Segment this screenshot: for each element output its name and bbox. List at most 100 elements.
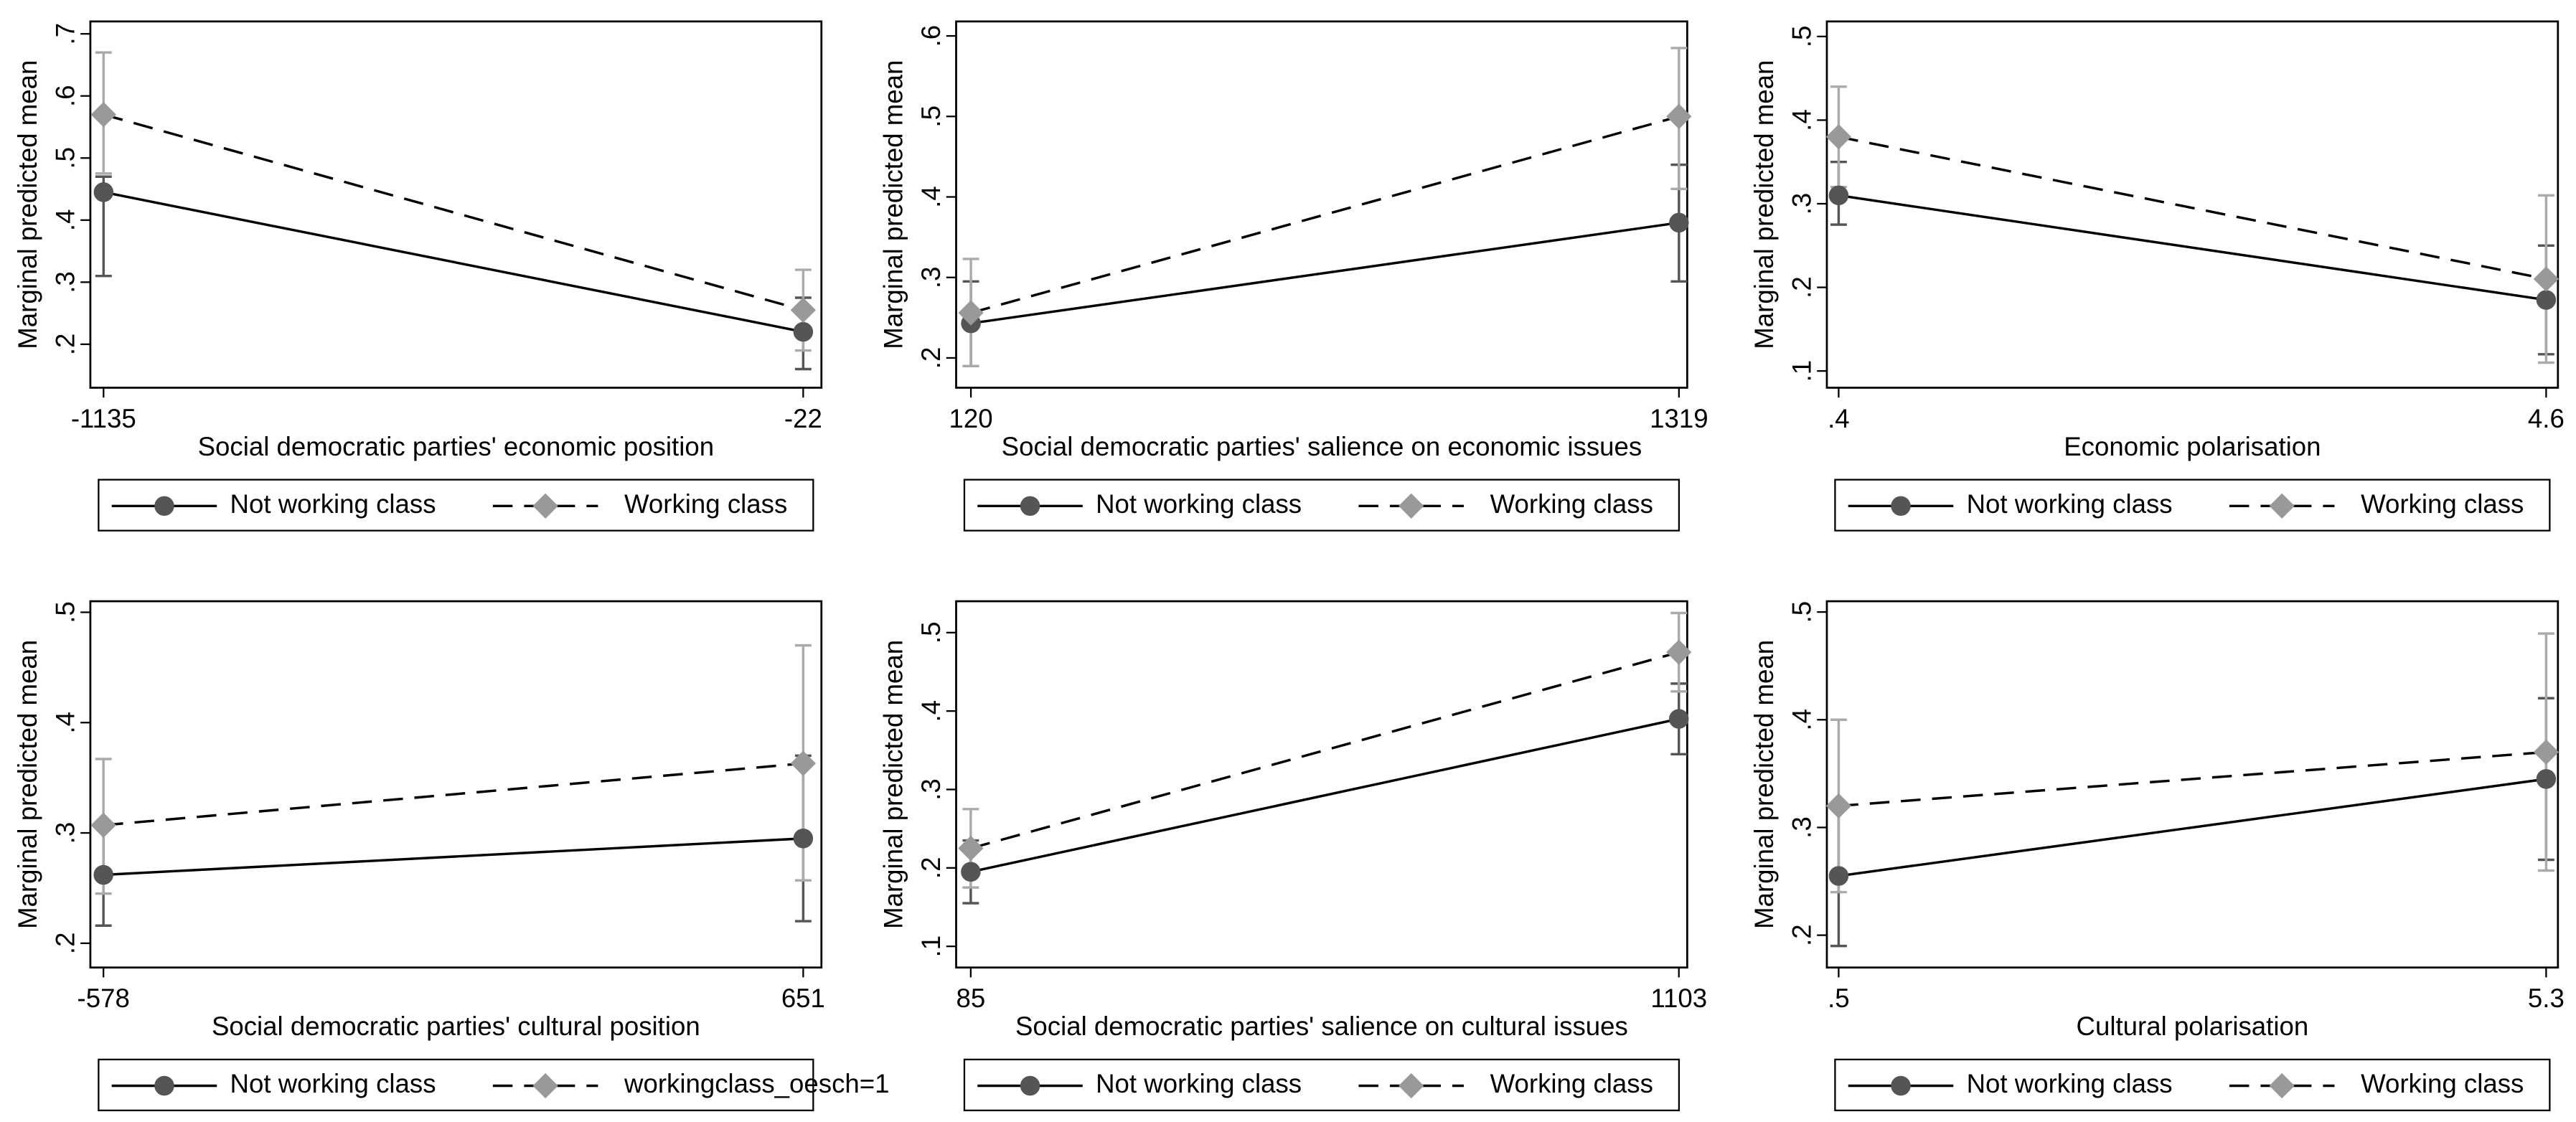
- y-tick-label: .6: [51, 85, 80, 107]
- legend-label: Not working class: [1096, 489, 1302, 519]
- y-tick-label: .3: [51, 822, 80, 844]
- legend-label: Not working class: [1096, 1069, 1302, 1098]
- x-tick-label: -578: [77, 984, 130, 1013]
- marker: [790, 750, 817, 776]
- marker: [793, 321, 814, 342]
- y-tick-label: .3: [1787, 816, 1817, 839]
- marker: [1666, 639, 1692, 665]
- x-axis-title: Social democratic parties' salience on c…: [1015, 1012, 1628, 1041]
- x-tick-label: 120: [949, 404, 993, 433]
- marker: [2269, 1072, 2295, 1099]
- legend-label: Working class: [1490, 489, 1653, 519]
- marker: [1399, 1072, 1424, 1099]
- x-axis-title: Cultural polarisation: [2077, 1012, 2309, 1041]
- plot-frame: [955, 600, 1688, 969]
- y-tick-label: .5: [916, 105, 946, 128]
- marker: [2536, 769, 2557, 789]
- marker: [532, 1072, 558, 1099]
- marker: [1891, 1075, 1911, 1096]
- legend-label: Not working class: [230, 1069, 436, 1098]
- series-line: [970, 717, 1680, 873]
- series-line: [1838, 778, 2547, 877]
- marker: [1828, 866, 1849, 886]
- series-line: [970, 651, 1680, 850]
- marker: [961, 862, 981, 882]
- series-line: [1838, 194, 2547, 301]
- y-tick-label: .1: [1787, 360, 1817, 382]
- series-line: [103, 837, 804, 877]
- marker: [2536, 290, 2557, 310]
- legend-label: Not working class: [1967, 1069, 2173, 1098]
- plot-frame: [955, 20, 1688, 389]
- marker: [1828, 185, 1849, 206]
- x-tick-label: 651: [781, 984, 825, 1013]
- marker: [1891, 496, 1911, 517]
- marker: [1668, 709, 1689, 729]
- y-tick-label: .2: [916, 347, 946, 369]
- legend-label: workingclass_oesch=1: [624, 1069, 890, 1098]
- legend-box: [1834, 1058, 2551, 1111]
- marker: [1666, 103, 1692, 129]
- x-tick-label: -1135: [71, 404, 136, 433]
- y-tick-label: .7: [51, 23, 80, 45]
- y-tick-label: .1: [916, 935, 946, 958]
- marker: [790, 297, 817, 323]
- y-tick-label: .4: [1787, 109, 1817, 131]
- marker: [958, 300, 984, 326]
- y-tick-label: .5: [1787, 26, 1817, 48]
- marker: [1020, 1075, 1040, 1096]
- y-tick-label: .4: [1787, 709, 1817, 731]
- y-tick-label: .4: [916, 700, 946, 722]
- y-tick-label: .5: [916, 622, 946, 644]
- x-tick-label: .5: [1828, 984, 1850, 1013]
- legend-label: Working class: [2361, 489, 2524, 519]
- marker: [93, 182, 114, 202]
- series-line: [1838, 136, 2547, 280]
- y-tick-label: .5: [51, 147, 80, 169]
- plot-frame: [89, 600, 823, 969]
- y-tick-label: .3: [1787, 193, 1817, 215]
- x-axis-title: Economic polarisation: [2064, 432, 2321, 461]
- legend-label: Not working class: [1967, 489, 2173, 519]
- legend-label: Working class: [1490, 1069, 1653, 1098]
- legend-label: Working class: [2361, 1069, 2524, 1098]
- legend-box: [98, 478, 814, 532]
- marker: [1399, 493, 1424, 519]
- legend-box: [963, 478, 1680, 532]
- series-line: [1838, 750, 2547, 808]
- y-axis-title: Marginal predicted mean: [1749, 60, 1779, 349]
- y-tick-label: .2: [916, 857, 946, 880]
- x-axis-title: Social democratic parties' economic posi…: [198, 432, 714, 461]
- x-axis-title: Social democratic parties' cultural posi…: [212, 1012, 700, 1041]
- marker: [90, 812, 116, 838]
- series-line: [103, 191, 804, 334]
- y-axis-title: Marginal predicted mean: [13, 60, 42, 349]
- y-tick-label: .2: [51, 334, 80, 356]
- y-axis-title: Marginal predicted mean: [1749, 640, 1779, 929]
- marker: [154, 496, 174, 517]
- y-tick-label: .5: [51, 601, 80, 623]
- y-tick-label: .6: [916, 25, 946, 47]
- marker: [2533, 266, 2559, 292]
- legend-box: [1834, 478, 2551, 532]
- plot-frame: [1825, 600, 2559, 969]
- marker: [1825, 793, 1852, 819]
- marker: [2533, 739, 2559, 765]
- y-tick-label: .4: [51, 712, 80, 734]
- marker: [532, 493, 558, 519]
- legend-label: Working class: [624, 489, 787, 519]
- marker: [1669, 212, 1689, 233]
- marker: [1020, 496, 1040, 517]
- plot-frame: [89, 20, 823, 389]
- series-line: [103, 762, 804, 826]
- y-tick-label: .4: [916, 186, 946, 208]
- x-tick-label: 85: [956, 984, 985, 1013]
- x-tick-label: .4: [1828, 404, 1850, 433]
- x-tick-label: -22: [784, 404, 822, 433]
- y-tick-label: .3: [916, 778, 946, 801]
- series-line: [970, 221, 1680, 325]
- x-tick-label: 1319: [1650, 404, 1708, 433]
- marker: [2269, 493, 2295, 519]
